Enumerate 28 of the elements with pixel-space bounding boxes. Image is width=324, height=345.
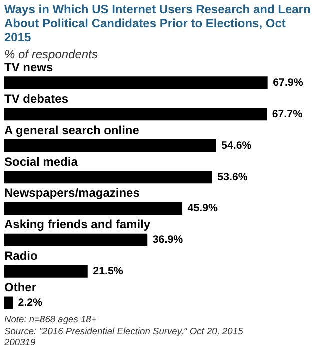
- data-label: 67.7%: [272, 108, 304, 120]
- chart-subtitle: % of respondents: [4, 48, 98, 62]
- data-label: 54.6%: [222, 140, 252, 152]
- data-label: 2.2%: [18, 297, 44, 310]
- bar: [4, 108, 268, 121]
- y-tick-label: TV news: [4, 60, 54, 74]
- data-label: 67.9%: [273, 76, 304, 89]
- bar: [4, 170, 212, 184]
- bar: [4, 234, 148, 246]
- data-label: 45.9%: [188, 202, 219, 215]
- data-label: 53.6%: [218, 171, 248, 184]
- y-tick-label: Newspapers/magazines: [4, 186, 140, 200]
- bar: [4, 265, 88, 278]
- source-note: Source: "2016 Presidential Election Survey," Oct 20, 2015: [4, 326, 244, 336]
- y-tick-label: A general search online: [4, 123, 140, 138]
- y-tick-label: Social media: [4, 154, 78, 169]
- y-tick-label: Other: [4, 280, 37, 295]
- bar: [4, 76, 268, 90]
- chart-title: Ways in Which US Internet Users Research and Learn About Political Candidates Prior to Elections, Oct 2015: [4, 2, 311, 44]
- y-tick-label: Radio: [4, 249, 38, 264]
- y-tick-label: TV debates: [4, 92, 69, 106]
- y-tick-label: Asking friends and family: [4, 218, 151, 232]
- text: Note: n=868 ages 18+: [4, 314, 98, 324]
- bar: [4, 296, 14, 310]
- data-label: 36.9%: [152, 234, 184, 246]
- data-label: 21.5%: [93, 266, 124, 278]
- bar: [4, 202, 183, 216]
- bar: [4, 140, 216, 152]
